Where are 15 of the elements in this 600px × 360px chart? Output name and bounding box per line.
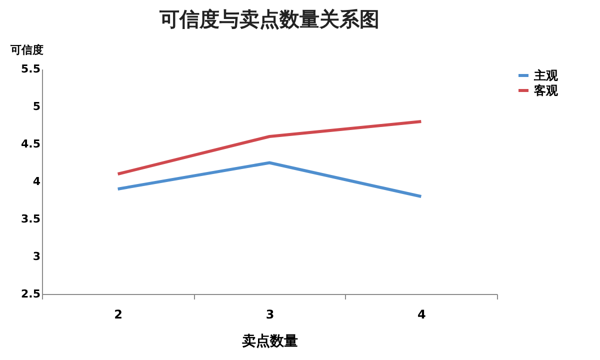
y-tick-label: 3 bbox=[32, 250, 40, 263]
y-tick-label: 4.5 bbox=[21, 138, 40, 150]
x-tick-label: 3 bbox=[266, 308, 274, 322]
y-tick-label: 2.5 bbox=[21, 288, 40, 300]
y-tick-label: 5 bbox=[32, 100, 40, 113]
legend-label: 主观 bbox=[533, 68, 559, 82]
x-tick-label: 2 bbox=[114, 308, 123, 322]
y-tick-label: 3.5 bbox=[21, 212, 40, 226]
y-tick-label: 5.5 bbox=[21, 62, 40, 76]
y-axis-title: 可信度 bbox=[10, 44, 44, 56]
legend-label: 客观 bbox=[533, 84, 559, 98]
chart-title: 可信度与卖点数量关系图 bbox=[158, 7, 380, 31]
x-axis-title: 卖点数量 bbox=[242, 334, 298, 350]
y-tick-label: 4 bbox=[32, 175, 41, 188]
x-tick-label: 4 bbox=[417, 308, 426, 322]
